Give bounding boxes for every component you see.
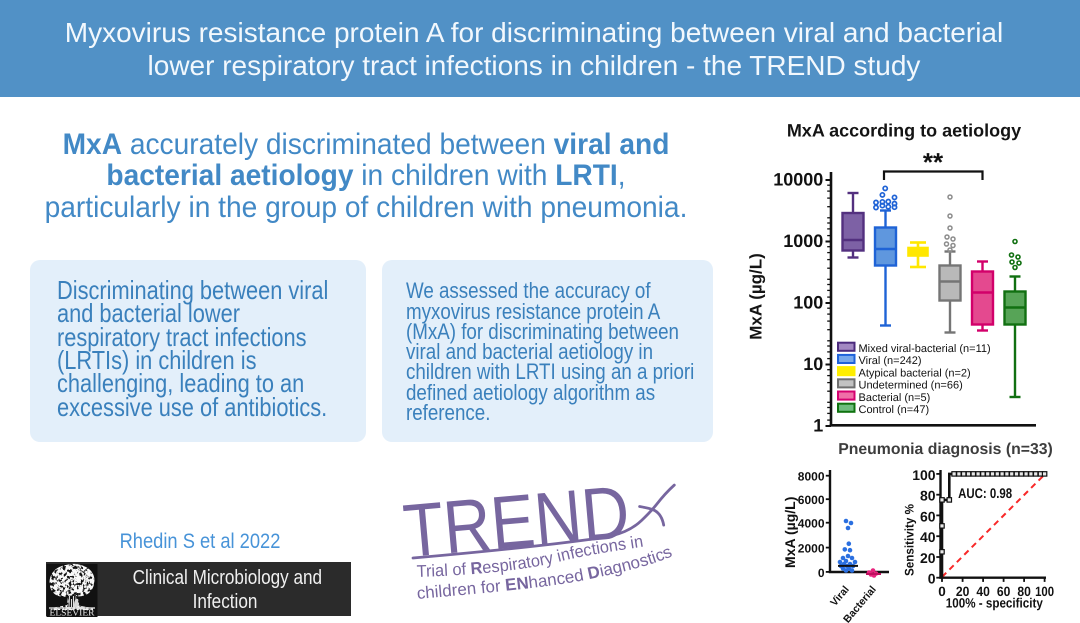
svg-text:AUC: 0.98: AUC: 0.98: [958, 485, 1012, 501]
svg-text:1: 1: [813, 416, 823, 436]
svg-text:0: 0: [928, 571, 936, 587]
svg-text:Undetermined (n=66): Undetermined (n=66): [859, 380, 963, 392]
svg-text:Bacterial (n=5): Bacterial (n=5): [859, 392, 931, 404]
svg-text:0: 0: [818, 566, 825, 580]
svg-text:80: 80: [920, 488, 936, 504]
svg-text:60: 60: [997, 584, 1011, 599]
svg-text:Mixed viral-bacterial (n=11): Mixed viral-bacterial (n=11): [859, 343, 991, 355]
svg-text:**: **: [923, 147, 944, 177]
svg-text:Sensitivity %: Sensitivity %: [903, 504, 917, 576]
svg-text:10000: 10000: [773, 170, 823, 190]
svg-text:Control (n=47): Control (n=47): [859, 404, 930, 416]
svg-text:100% - specificity: 100% - specificity: [946, 595, 1043, 610]
svg-text:1000: 1000: [783, 231, 823, 251]
svg-text:0: 0: [938, 584, 946, 599]
svg-text:6000: 6000: [798, 493, 825, 507]
svg-text:10: 10: [803, 354, 823, 374]
svg-text:20: 20: [956, 584, 970, 599]
svg-text:8000: 8000: [798, 470, 825, 484]
svg-text:2000: 2000: [798, 542, 825, 556]
svg-text:100: 100: [912, 467, 936, 483]
svg-text:MxA (µg/L): MxA (µg/L): [747, 253, 766, 340]
svg-text:40: 40: [920, 529, 936, 545]
svg-text:20: 20: [920, 550, 936, 566]
svg-text:Atypical bacterial (n=2): Atypical bacterial (n=2): [859, 367, 971, 379]
svg-text:60: 60: [920, 508, 936, 524]
svg-text:80: 80: [1017, 584, 1031, 599]
svg-text:Viral: Viral: [828, 584, 852, 609]
svg-text:100: 100: [1035, 584, 1054, 599]
svg-text:MxA (µg/L): MxA (µg/L): [782, 497, 798, 568]
svg-text:100: 100: [793, 293, 823, 313]
svg-text:Viral (n=242): Viral (n=242): [859, 355, 922, 367]
svg-text:ELSEVIER: ELSEVIER: [50, 608, 95, 617]
svg-text:4000: 4000: [798, 517, 825, 531]
svg-text:MxA according to aetiology: MxA according to aetiology: [787, 121, 1021, 141]
svg-text:Pneumonia diagnosis (n=33): Pneumonia diagnosis (n=33): [838, 441, 1053, 458]
svg-text:40: 40: [976, 584, 990, 599]
